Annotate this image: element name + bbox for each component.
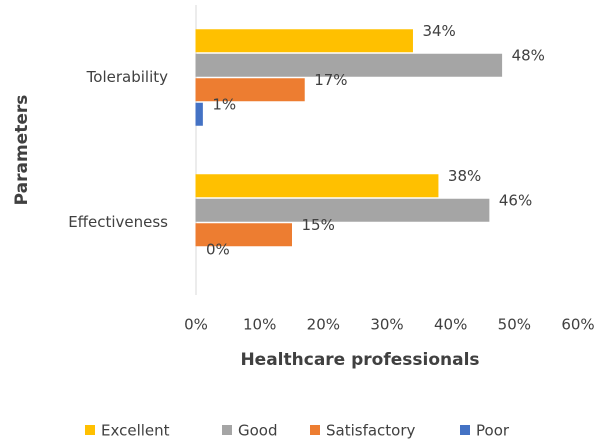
data-label: 15%: [302, 216, 335, 234]
data-label: 17%: [314, 71, 347, 89]
legend-label: Good: [238, 422, 278, 440]
x-tick-label: 60%: [561, 316, 594, 334]
bar: [195, 102, 203, 126]
x-tick-label: 30%: [370, 316, 403, 334]
y-axis-title: Parameters: [12, 95, 32, 206]
data-label: 1%: [212, 95, 236, 113]
data-label: 46%: [499, 191, 532, 209]
legend-label: Satisfactory: [326, 422, 416, 440]
bar: [195, 78, 305, 102]
x-tick-label: 0%: [184, 316, 208, 334]
y-tick-label: Effectiveness: [68, 213, 168, 231]
legend-swatch: [310, 425, 320, 435]
x-axis-title: Healthcare professionals: [240, 350, 479, 370]
bar: [195, 53, 503, 77]
data-label: 34%: [422, 22, 455, 40]
legend-swatch: [222, 425, 232, 435]
x-tick-label: 20%: [307, 316, 340, 334]
bar: [195, 223, 292, 247]
data-label: 0%: [206, 240, 230, 258]
x-tick-label: 40%: [434, 316, 467, 334]
legend-swatch: [460, 425, 470, 435]
bar: [195, 174, 439, 198]
data-label: 38%: [448, 167, 481, 185]
legend-swatch: [85, 425, 95, 435]
legend-label: Excellent: [101, 422, 170, 440]
x-tick-label: 10%: [243, 316, 276, 334]
bar: [195, 198, 490, 222]
legend-label: Poor: [476, 422, 510, 440]
x-tick-label: 50%: [498, 316, 531, 334]
data-label: 48%: [512, 46, 545, 64]
y-tick-label: Tolerability: [86, 68, 168, 86]
bar: [195, 29, 413, 53]
